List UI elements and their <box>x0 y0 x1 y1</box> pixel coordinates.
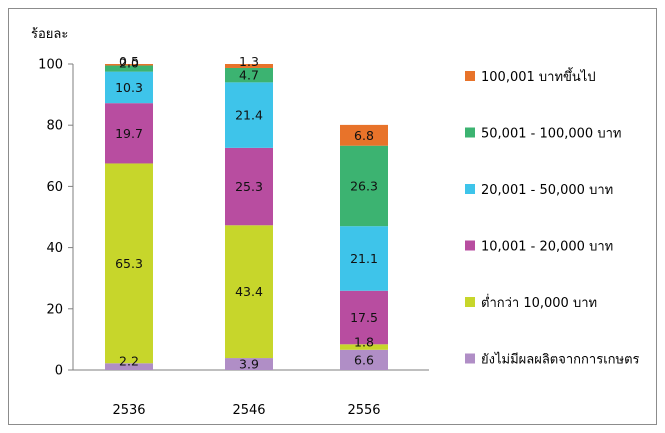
legend-swatch <box>465 71 475 81</box>
bar-segment <box>225 147 273 226</box>
bar-segment <box>340 344 388 350</box>
legend-swatch <box>465 297 475 307</box>
bar-segment <box>105 65 153 72</box>
bar-segment <box>225 82 273 148</box>
data-labels: 2.265.319.710.32.00.53.943.425.321.44.71… <box>115 54 378 372</box>
y-tick-label: 80 <box>46 119 63 134</box>
bar-segment <box>225 67 273 83</box>
data-label: 26.3 <box>350 178 378 193</box>
bar-segment <box>340 290 388 345</box>
data-label: 43.4 <box>235 284 263 299</box>
data-label: 1.8 <box>354 334 374 349</box>
data-label: 4.7 <box>239 68 259 83</box>
legend-label: ต่ำกว่า 10,000 บาท <box>481 294 597 311</box>
y-tick-label: 20 <box>46 302 63 317</box>
bar-segment <box>340 124 388 146</box>
axes: 0 20 40 60 80 100 2536 2546 2556 <box>38 58 429 418</box>
data-label: 17.5 <box>350 310 378 325</box>
bar-segment <box>340 226 388 291</box>
chart-frame: ร้อยละ 0 20 40 60 80 100 2536 2546 2556 2.2 65.3 1… <box>8 8 657 425</box>
legend-swatch <box>465 184 475 194</box>
y-tick-label: 60 <box>46 180 63 195</box>
data-label: 0.5 <box>119 54 139 69</box>
bar-segment <box>105 71 153 104</box>
y-axis-unit-label: ร้อยละ <box>31 27 68 42</box>
legend-label: 100,001 บาทขึ้นไป <box>481 67 596 85</box>
x-tick-label: 2556 <box>347 403 380 418</box>
bar-segment <box>225 225 273 359</box>
bar-segment <box>340 145 388 227</box>
bar-segment <box>225 358 273 370</box>
bars <box>105 64 388 370</box>
legend-swatch <box>465 240 475 251</box>
data-label: 6.6 <box>354 352 374 367</box>
data-label: 2.0 <box>119 56 139 71</box>
data-label: 6.8 <box>354 128 374 143</box>
data-label: 10.3 <box>115 80 143 95</box>
y-tick-label: 0 <box>55 364 63 379</box>
legend-label: 50,001 - 100,000 บาท <box>481 127 621 142</box>
data-label: 2.2 <box>119 353 139 368</box>
data-label: 21.1 <box>350 251 378 266</box>
data-label: 25.3 <box>235 179 263 194</box>
bar-segment <box>105 163 153 364</box>
bar-segment <box>340 349 388 370</box>
legend: 100,001 บาทขึ้นไป 50,001 - 100,000 บาท 20,… <box>465 67 640 368</box>
bar-segment <box>105 64 153 66</box>
data-label: 65.3 <box>115 256 143 271</box>
y-tick-label: 100 <box>38 58 63 73</box>
legend-swatch <box>465 127 475 138</box>
legend-label: ยังไม่มีผลผลิตจากการเกษตร <box>481 352 640 368</box>
y-tick-label: 40 <box>46 241 63 256</box>
data-label: 3.9 <box>239 357 259 372</box>
legend-label: 10,001 - 20,000 บาท <box>481 240 613 255</box>
legend-swatch <box>465 353 475 364</box>
legend-label: 20,001 - 50,000 บาท <box>481 183 613 198</box>
x-tick-label: 2536 <box>112 403 145 418</box>
data-label: 19.7 <box>115 126 143 141</box>
x-tick-label: 2546 <box>232 403 265 418</box>
data-label: 21.4 <box>235 108 263 123</box>
bar-segment <box>105 363 153 370</box>
bar-segment <box>105 103 153 164</box>
stacked-bar-chart: ร้อยละ 0 20 40 60 80 100 2536 2546 2556 2.2 65.3 1… <box>31 27 640 418</box>
data-label: 1.3 <box>239 54 259 69</box>
bar-segment <box>225 64 273 68</box>
